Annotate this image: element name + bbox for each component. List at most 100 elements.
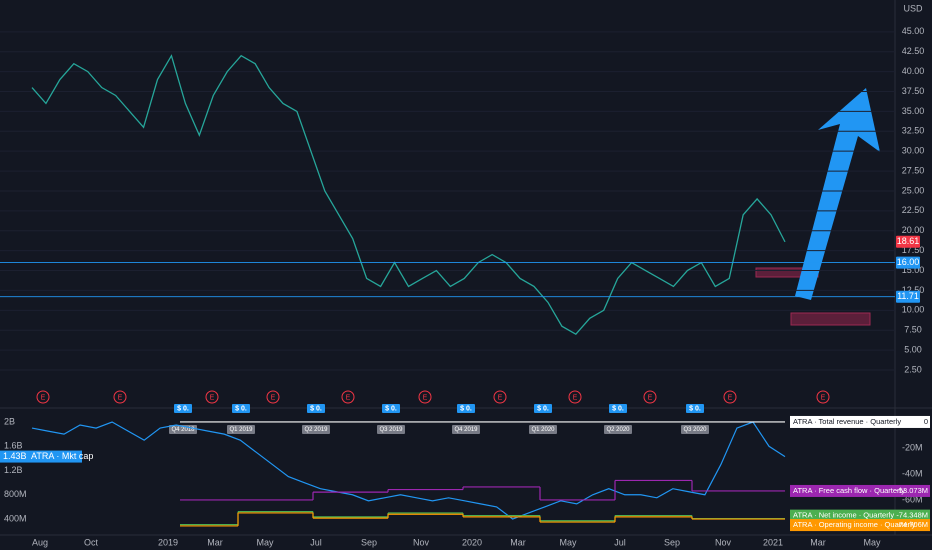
y-tick-label: 20.00 [902,225,925,235]
indicator-value: -74.348M [896,511,928,520]
left-tick-label: 1.6B [4,441,23,451]
y-tick-label: 42.50 [902,46,925,56]
time-label: 2019 [158,537,178,547]
y-tick-label: 10.00 [902,305,925,315]
event-label: E [118,394,123,401]
y-tick-label: 45.00 [902,26,925,36]
y-tick-label: 12.50 [902,285,925,295]
indicator-name: ATRA · Free cash flow · Quarterly [793,486,905,495]
earnings-badge-text: $ 0. [177,405,189,412]
time-label: May [863,537,881,547]
y-tick-label: 2.50 [904,364,922,374]
earnings-badge-text: $ 0. [235,405,247,412]
quarter-box [452,425,480,434]
earnings-badge [534,404,552,413]
left-tick-label: 1.2B [4,465,23,475]
time-label: Jul [614,537,626,547]
time-label: Mar [207,537,223,547]
event-label: E [423,394,428,401]
event-label: E [210,394,215,401]
earnings-badge [382,404,400,413]
earnings-badge-text: $ 0. [689,405,701,412]
earnings-badge [307,404,325,413]
event-label: E [41,394,46,401]
event-marker [418,390,432,404]
price-label-box [896,256,920,269]
earnings-badge [174,404,192,413]
time-label: Mar [510,537,526,547]
indicator-name: ATRA · Net income · Quarterly [793,511,894,520]
y-tick-label: 35.00 [902,106,925,116]
event-marker [568,390,582,404]
event-marker [205,390,219,404]
quarter-label: Q1 2020 [531,427,555,433]
event-marker [266,390,280,404]
y-tick-label: 7.50 [904,325,922,335]
y-tick-label: 5.00 [904,344,922,354]
left-tick-label: 2B [4,416,15,426]
quarter-box [302,425,330,434]
earnings-badge [686,404,704,413]
time-label: Mar [810,537,826,547]
quarter-label: Q3 2019 [379,427,403,433]
indicator-value: -74.706M [896,520,928,529]
earnings-badge [232,404,250,413]
price-label: 18.61 [897,236,920,246]
quarter-label: Q4 2018 [171,427,195,433]
y-tick-label: 15.00 [902,265,925,275]
quarter-label: Q2 2020 [606,427,630,433]
event-marker [816,390,830,404]
indicator-label-box [790,415,930,428]
y-tick-label: 40.00 [902,66,925,76]
time-label: Jul [310,537,322,547]
earnings-badge-text: $ 0. [537,405,549,412]
time-label: Sep [664,537,680,547]
indicator-label-box [790,519,930,532]
left-tick-label: 400M [4,513,27,523]
quarter-box [681,425,709,434]
time-label: Oct [84,537,99,547]
time-label: Aug [32,537,48,547]
y-tick-label: 17.50 [902,245,925,255]
indicator-name: ATRA · Total revenue · Quarterly [793,417,901,426]
earnings-badge-text: $ 0. [460,405,472,412]
event-label: E [271,394,276,401]
earnings-badge-text: $ 0. [385,405,397,412]
event-label: E [648,394,653,401]
event-marker [36,390,50,404]
right-tick-label: -20M [902,442,923,452]
mkt-cap-value: 1.43B [3,451,27,461]
quarter-box [377,425,405,434]
event-label: E [498,394,503,401]
y-tick-label: 30.00 [902,146,925,156]
y-tick-label: 32.50 [902,126,925,136]
time-label: 2020 [462,537,482,547]
time-label: Nov [715,537,732,547]
quarter-label: Q2 2019 [304,427,328,433]
quarter-label: Q4 2019 [454,427,478,433]
quarter-box [529,425,557,434]
quarter-box [227,425,255,434]
event-marker [643,390,657,404]
time-label: Sep [361,537,377,547]
earnings-badge [457,404,475,413]
event-marker [341,390,355,404]
event-label: E [573,394,578,401]
zone-box [790,312,871,326]
event-label: E [728,394,733,401]
price-label: 11.71 [897,291,919,301]
indicator-label-box [790,509,930,522]
time-label: Nov [413,537,430,547]
mkt-cap-box [0,450,82,463]
earnings-badge [609,404,627,413]
y-tick-label: 22.50 [902,205,925,215]
event-label: E [821,394,826,401]
earnings-badge-text: $ 0. [612,405,624,412]
indicator-label-box [790,484,930,497]
event-marker [493,390,507,404]
left-tick-label: 800M [4,489,27,499]
indicator-value: 0 [924,417,928,426]
price-label-box [896,290,920,303]
y-tick-label: 37.50 [902,86,925,96]
